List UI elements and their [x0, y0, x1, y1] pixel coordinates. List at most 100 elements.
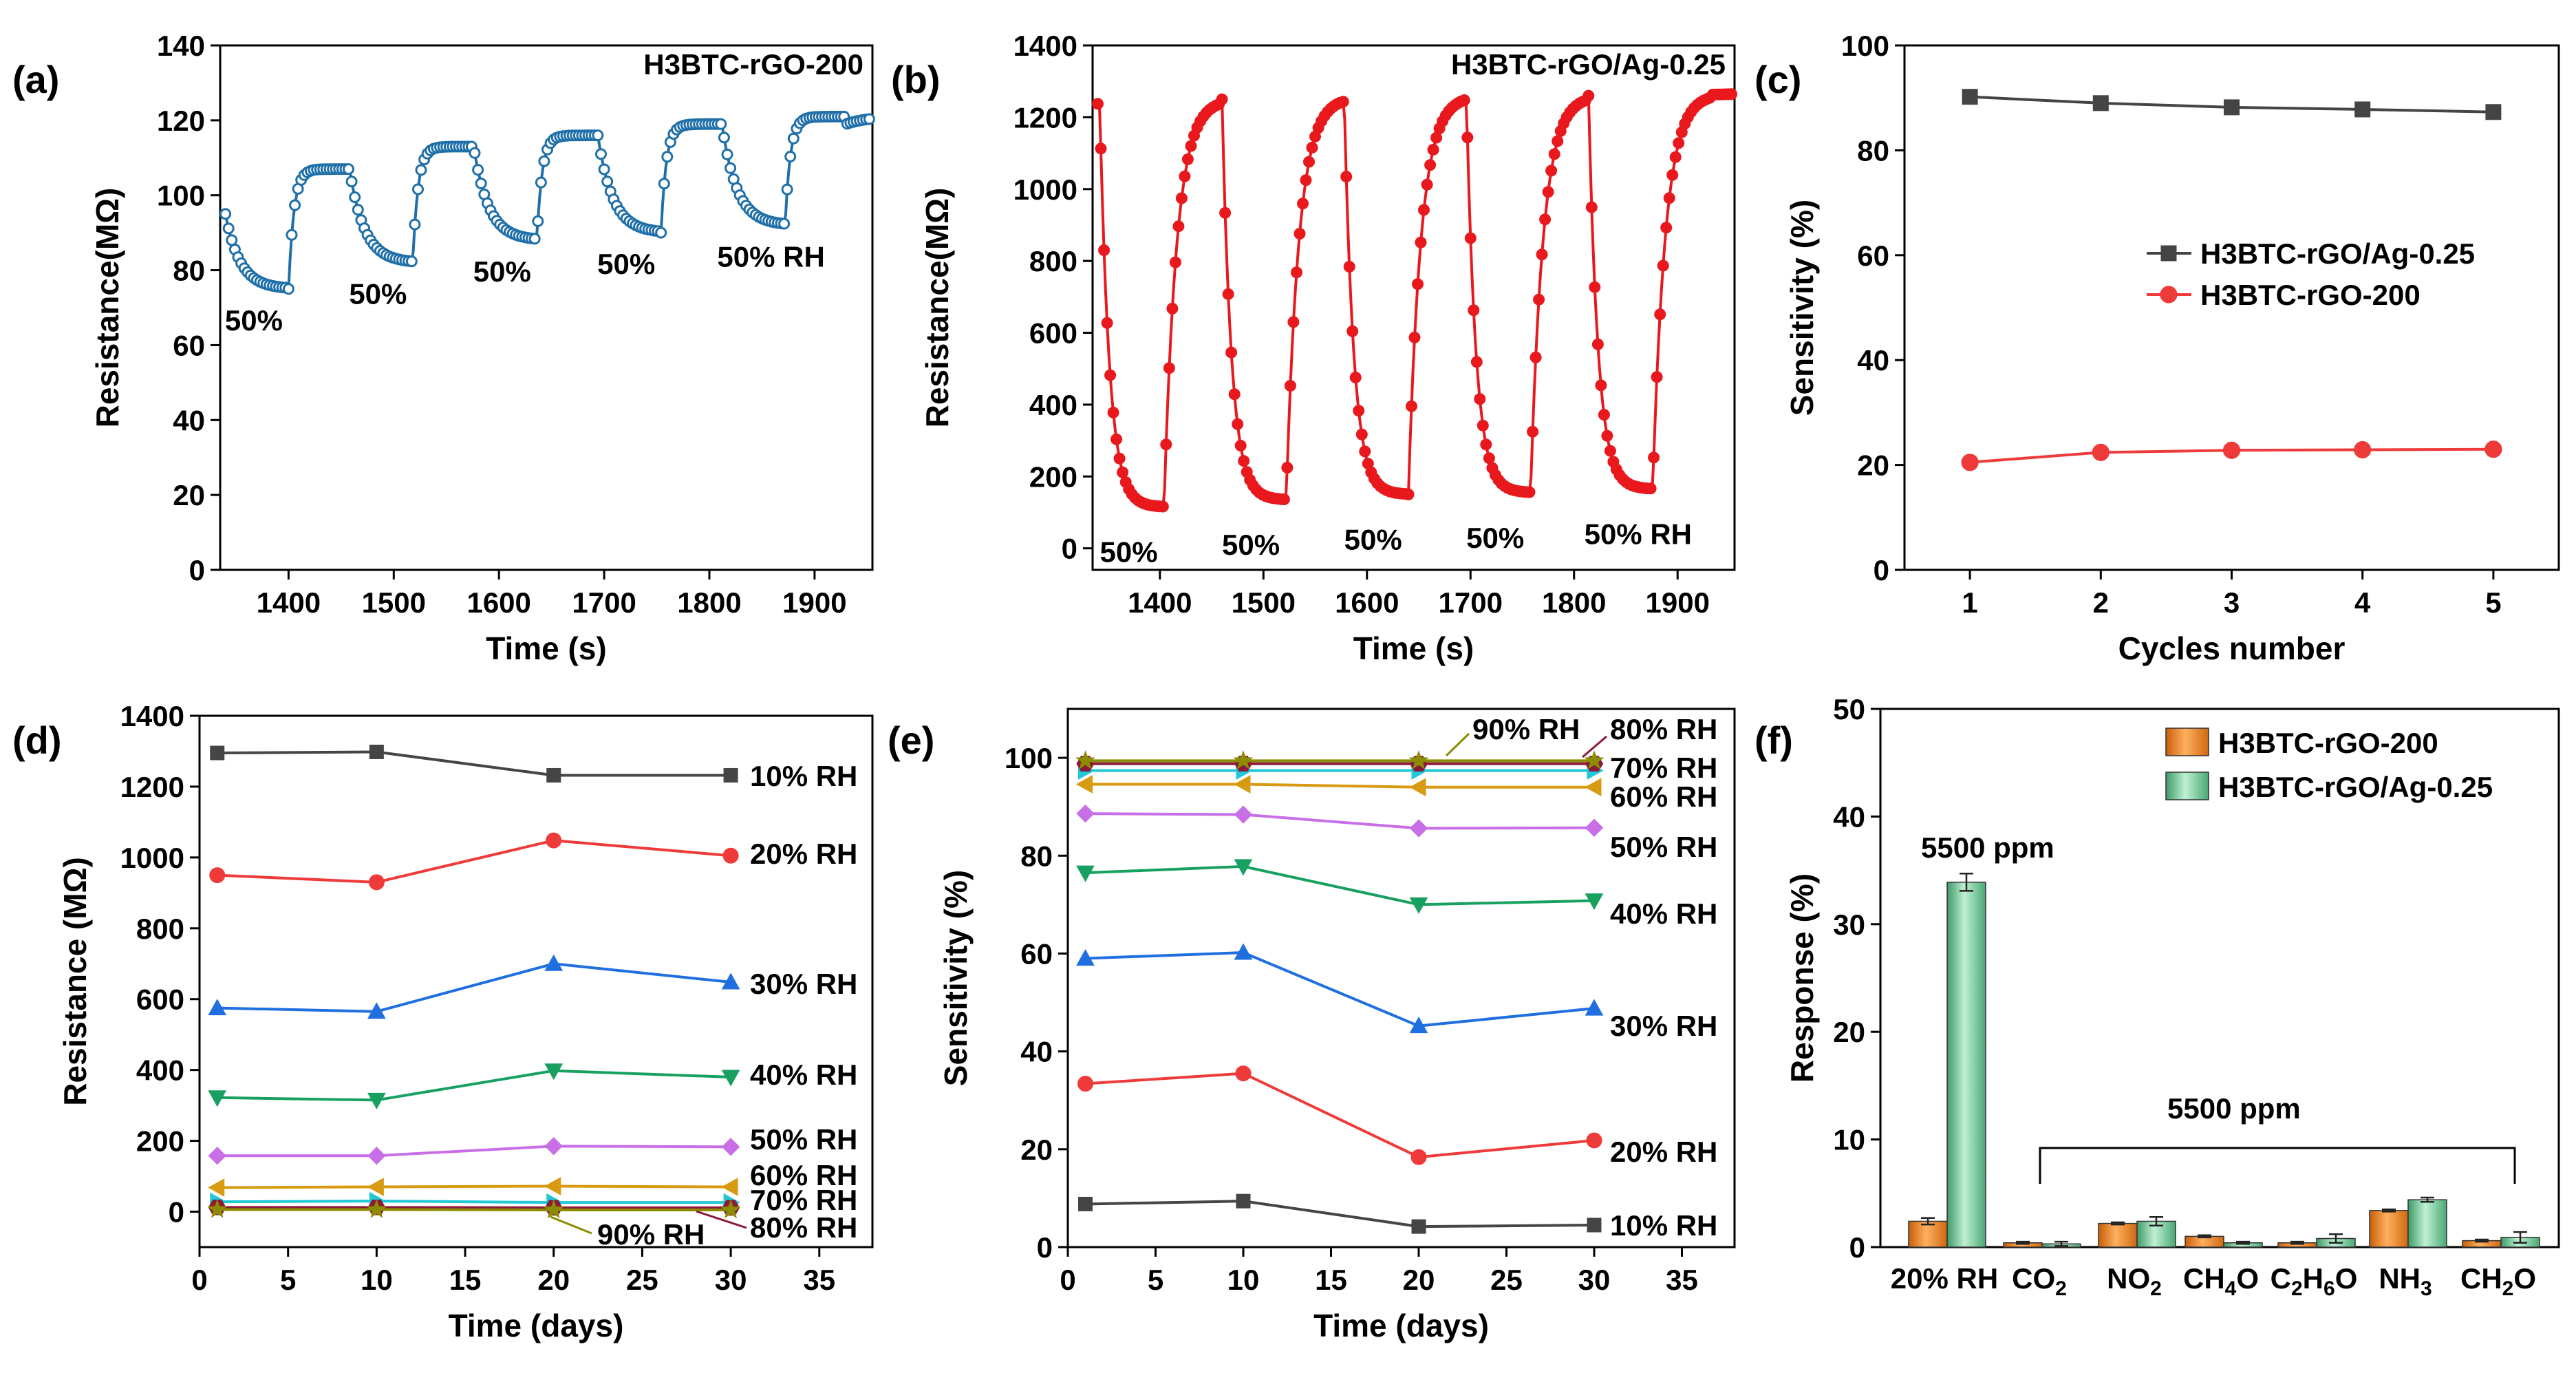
- data-point: [367, 1092, 386, 1109]
- data-point: [601, 176, 614, 188]
- data-point: [1468, 304, 1480, 317]
- panel-b: 0 200 400 600 800 1000 1200 1400 1400 1500 1600 170…: [891, 30, 1737, 666]
- data-point: [1337, 96, 1349, 108]
- x-tick-label: 4: [2354, 586, 2371, 619]
- y-tick-label: 100: [1841, 30, 1889, 62]
- series-label: 50% RH: [1610, 831, 1717, 863]
- label-part: 2: [2055, 1277, 2067, 1300]
- data-point: [1346, 325, 1359, 337]
- label-part: 20% RH: [1891, 1262, 1998, 1295]
- series-label: 70% RH: [750, 1184, 857, 1216]
- y-tick-label: 0: [1849, 1231, 1865, 1264]
- data-point: [528, 233, 541, 245]
- label-part: NO: [2107, 1262, 2150, 1295]
- x-tick-label: 1600: [1335, 586, 1399, 619]
- x-tick-label: 1900: [1646, 586, 1710, 619]
- data-point: [282, 283, 294, 295]
- x-tick-label: 20: [1403, 1264, 1435, 1296]
- data-point: [595, 148, 607, 160]
- bar: [2098, 1222, 2138, 1248]
- data-point: [1225, 346, 1238, 359]
- x-tick-label: 25: [1490, 1264, 1523, 1296]
- y-axis-title: Sensitivity (%): [938, 870, 974, 1086]
- legend-marker: [2160, 245, 2177, 262]
- series-label: 40% RH: [750, 1059, 857, 1091]
- data-point: [367, 1178, 384, 1196]
- data-point: [1075, 750, 1095, 769]
- y-tick-label: 60: [1020, 937, 1053, 970]
- label-part: 4: [2225, 1277, 2237, 1300]
- data-point: [1410, 1149, 1427, 1165]
- data-point: [1238, 455, 1250, 467]
- data-point: [1591, 338, 1604, 350]
- data-point: [1663, 192, 1675, 204]
- y-tick-label: 40: [1020, 1036, 1053, 1068]
- data-point: [1582, 89, 1595, 102]
- panel-c: 0 20 40 60 80 100 1 2 3 4 5 (c) Cycles number Sensiti…: [1754, 30, 2560, 666]
- data-point: [1107, 406, 1119, 418]
- plot-frame: [1066, 708, 1736, 1248]
- data-point: [546, 832, 562, 849]
- y-tick-label: 1200: [120, 771, 184, 803]
- data-point: [724, 162, 737, 174]
- data-point: [1424, 159, 1437, 171]
- series-line: [217, 1200, 731, 1204]
- y-tick-label: 50: [1833, 693, 1865, 725]
- data-point: [1464, 232, 1477, 244]
- data-point: [1523, 486, 1536, 498]
- data-point: [469, 147, 481, 159]
- data-point: [1402, 488, 1415, 500]
- y-tick-label: 80: [1857, 134, 1889, 167]
- data-point: [1477, 419, 1489, 432]
- data-point: [1092, 98, 1104, 110]
- series-label: 10% RH: [750, 760, 857, 792]
- series-label: 20% RH: [750, 838, 857, 870]
- pointer-line: [550, 1215, 592, 1235]
- series-label: 10% RH: [1610, 1209, 1717, 1242]
- series-line: [1085, 951, 1595, 1028]
- data-point: [1669, 151, 1682, 163]
- data-point: [1539, 213, 1552, 226]
- data-point: [2354, 101, 2371, 118]
- data-point: [1406, 400, 1417, 412]
- x-tick-label: 0: [191, 1264, 207, 1296]
- humidity-annotation: 50% RH: [1585, 518, 1692, 551]
- y-tick-label: 0: [1062, 533, 1077, 565]
- data-point: [721, 1070, 740, 1087]
- plot-frame: [1091, 44, 1736, 571]
- label-part: CH: [2183, 1262, 2225, 1295]
- data-point: [1587, 1218, 1602, 1233]
- x-tick-label: 20: [537, 1264, 570, 1296]
- bar: [2369, 1210, 2409, 1248]
- x-tick-label: 10: [1227, 1264, 1260, 1296]
- y-tick-label: 60: [1857, 240, 1889, 272]
- y-tick-label: 80: [173, 255, 205, 287]
- x-tick-label: 1: [1962, 586, 1977, 619]
- data-point: [1157, 500, 1169, 513]
- label-part: C: [2271, 1262, 2291, 1295]
- data-point: [1078, 1196, 1093, 1211]
- data-point: [1219, 206, 1232, 219]
- data-point: [1076, 865, 1095, 882]
- panel-label: (a): [12, 58, 59, 101]
- series-line: [1097, 92, 1732, 509]
- data-point: [784, 151, 797, 162]
- data-point: [715, 118, 727, 130]
- plot-frame: [219, 44, 874, 571]
- x-tick-label: 1700: [572, 586, 636, 619]
- humidity-annotation: 50% RH: [717, 240, 824, 273]
- data-point: [1530, 351, 1542, 363]
- data-point: [787, 132, 799, 145]
- y-tick-label: 400: [1029, 389, 1077, 421]
- x-category-label: CH4O: [2183, 1262, 2259, 1300]
- data-point: [721, 972, 740, 990]
- data-point: [1595, 379, 1607, 392]
- y-tick-label: 120: [157, 105, 205, 137]
- data-point: [1654, 308, 1666, 321]
- data-point: [2092, 443, 2110, 461]
- x-tick-label: 1400: [1128, 586, 1192, 619]
- label-part: H: [2303, 1262, 2323, 1295]
- legend-label: H3BTC-rGO/Ag-0.25: [2218, 771, 2493, 803]
- panel-label: (e): [888, 719, 934, 762]
